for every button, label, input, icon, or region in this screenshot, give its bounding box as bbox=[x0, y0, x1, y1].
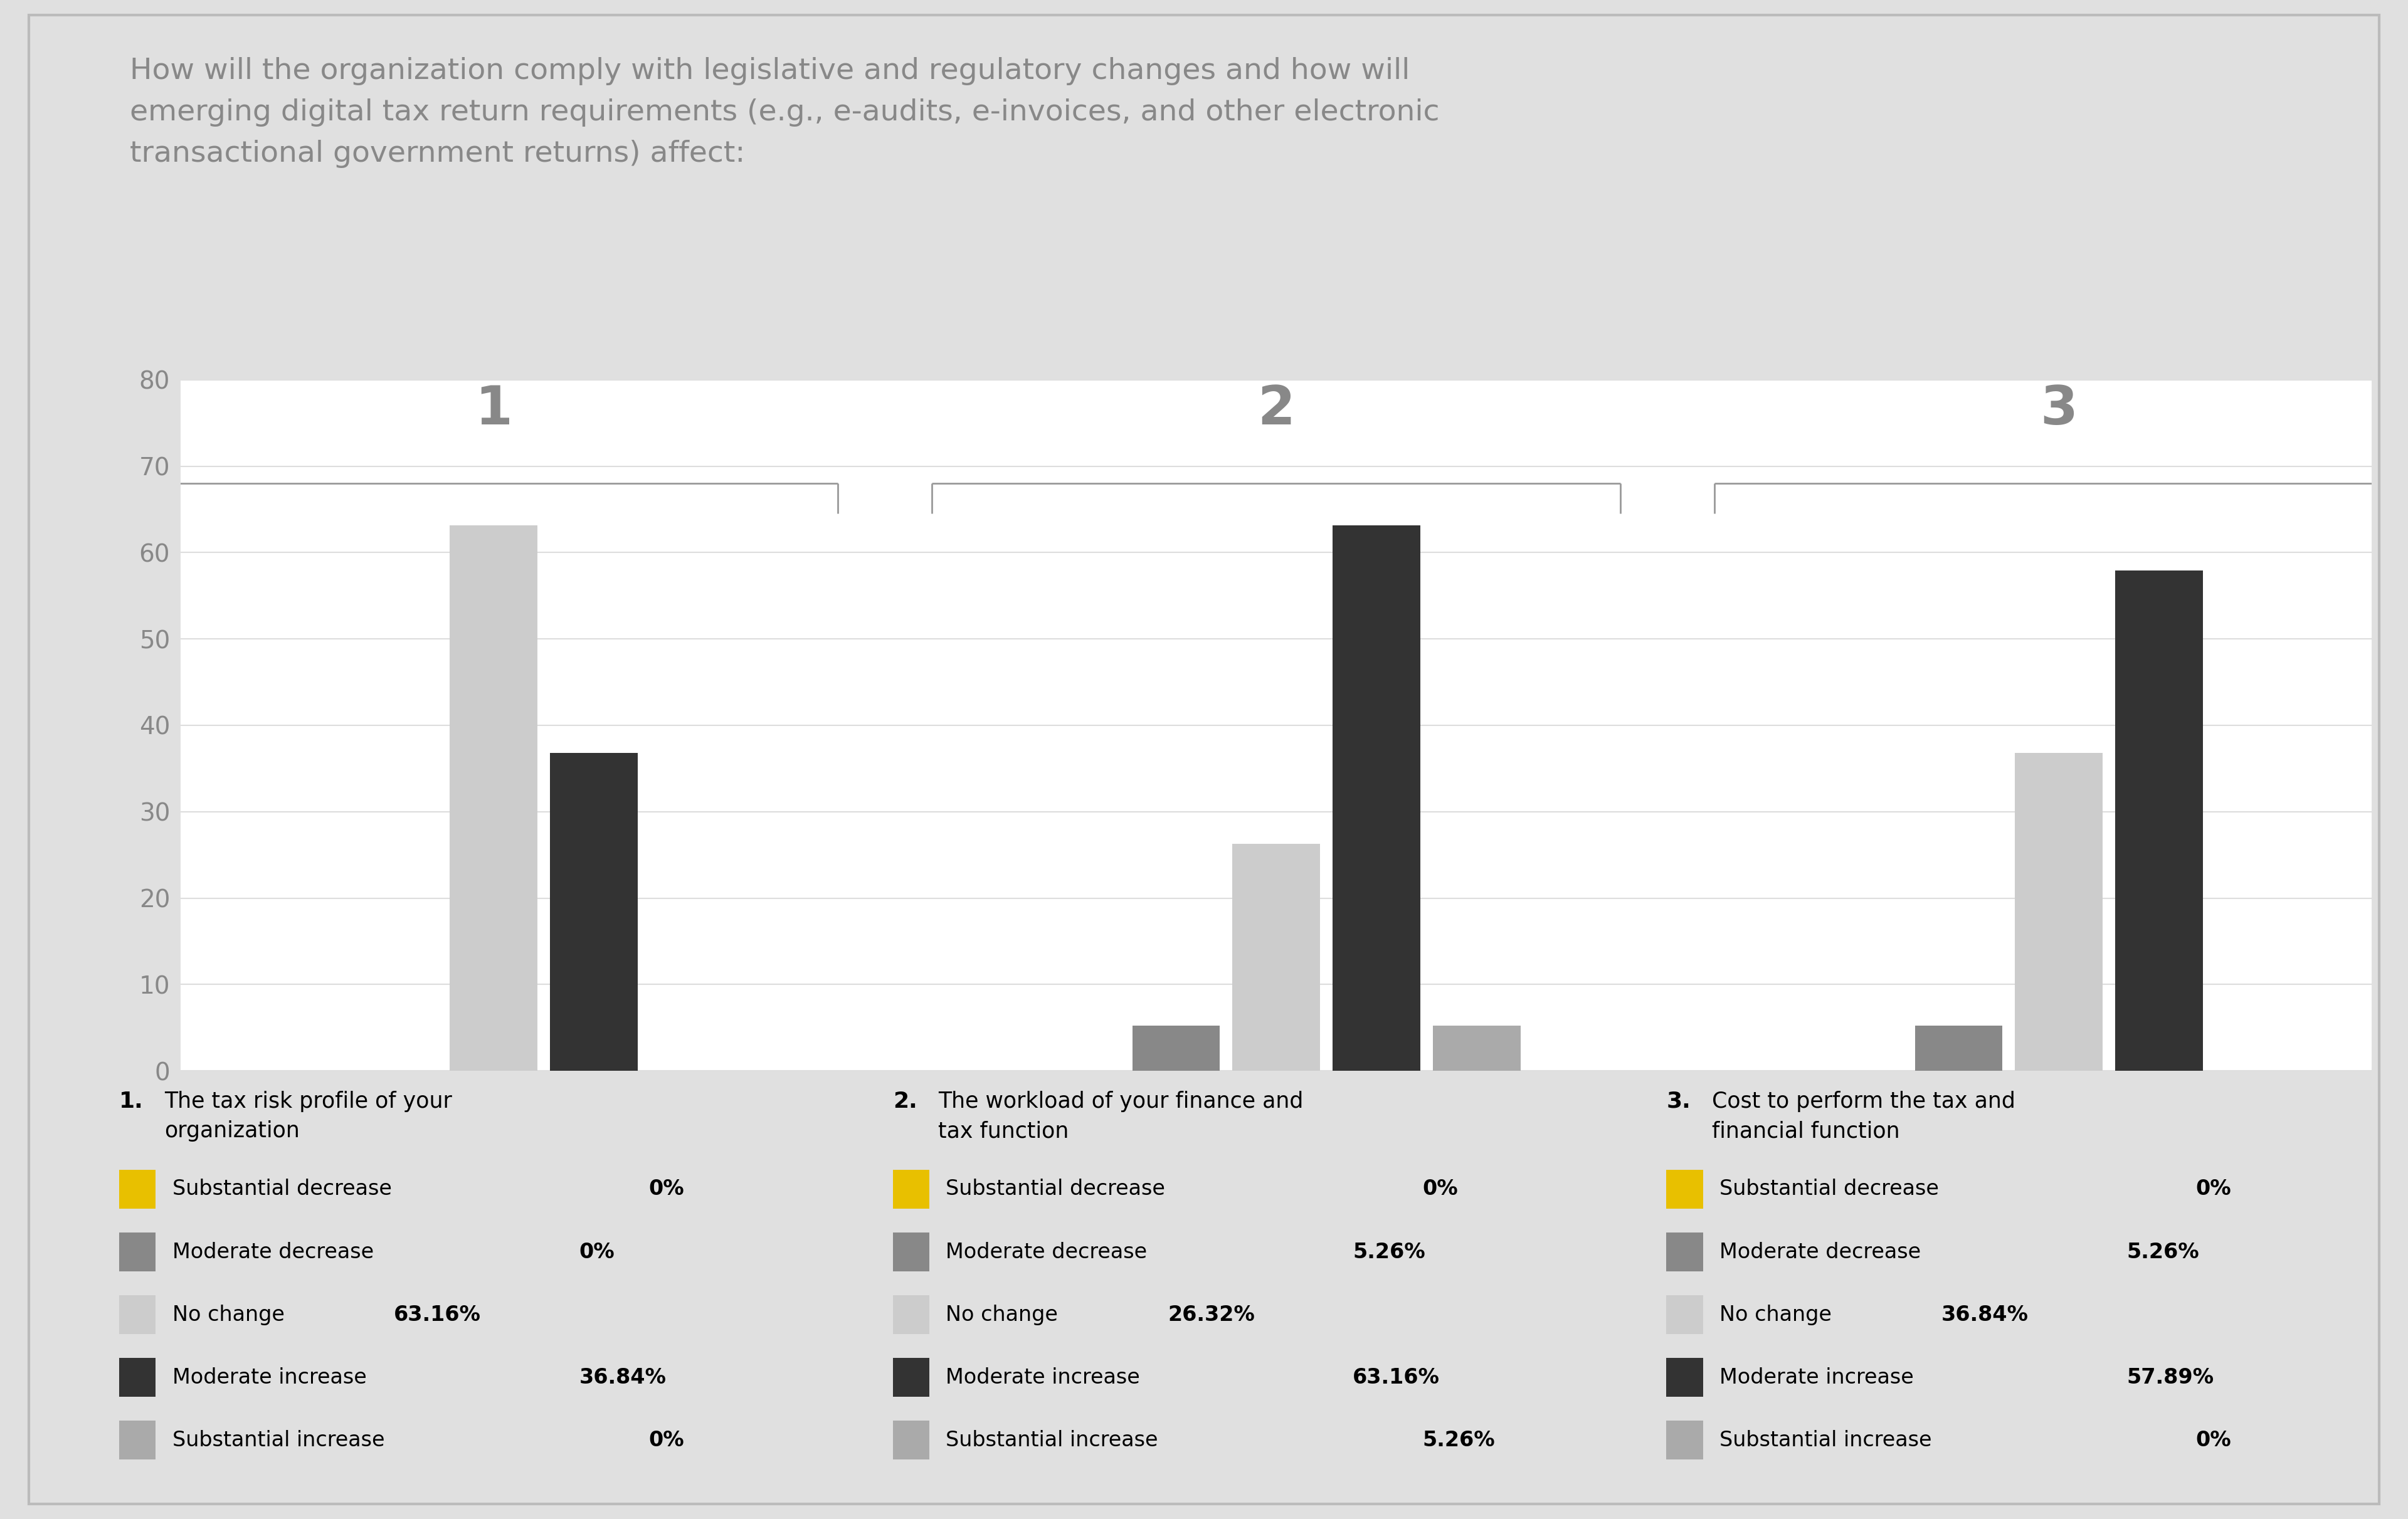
Text: 57.89%: 57.89% bbox=[2126, 1367, 2213, 1388]
Text: No change: No change bbox=[946, 1305, 1064, 1325]
Text: 2: 2 bbox=[1257, 384, 1296, 436]
Bar bbox=[118, 1296, 157, 1334]
Bar bbox=[893, 1420, 929, 1460]
Text: 5.26%: 5.26% bbox=[1353, 1241, 1426, 1262]
Bar bbox=[1233, 843, 1320, 1071]
Bar bbox=[893, 1170, 929, 1209]
Text: 0%: 0% bbox=[2196, 1429, 2232, 1451]
Bar bbox=[1666, 1420, 1702, 1460]
Text: Substantial decrease: Substantial decrease bbox=[1719, 1179, 1946, 1200]
Text: 0%: 0% bbox=[1423, 1179, 1457, 1200]
Bar bbox=[2114, 571, 2203, 1071]
Text: 5.26%: 5.26% bbox=[2126, 1241, 2199, 1262]
Bar bbox=[118, 1232, 157, 1271]
Bar bbox=[1666, 1170, 1702, 1209]
Text: 1.: 1. bbox=[118, 1091, 144, 1112]
Text: Moderate decrease: Moderate decrease bbox=[1719, 1241, 1926, 1262]
Bar bbox=[1666, 1296, 1702, 1334]
Text: 36.84%: 36.84% bbox=[1941, 1305, 2028, 1325]
Bar bbox=[118, 1358, 157, 1397]
Text: Substantial decrease: Substantial decrease bbox=[173, 1179, 397, 1200]
Text: 3.: 3. bbox=[1666, 1091, 1690, 1112]
Text: No change: No change bbox=[1719, 1305, 1837, 1325]
Text: Moderate decrease: Moderate decrease bbox=[173, 1241, 380, 1262]
Text: 63.16%: 63.16% bbox=[395, 1305, 482, 1325]
Text: How will the organization comply with legislative and regulatory changes and how: How will the organization comply with le… bbox=[130, 58, 1440, 169]
Bar bbox=[450, 526, 537, 1071]
Text: 0%: 0% bbox=[2196, 1179, 2232, 1200]
Text: Moderate increase: Moderate increase bbox=[1719, 1367, 1922, 1388]
Text: The tax risk profile of your
organization: The tax risk profile of your organizatio… bbox=[164, 1091, 453, 1142]
Text: 0%: 0% bbox=[648, 1429, 684, 1451]
Text: Moderate decrease: Moderate decrease bbox=[946, 1241, 1153, 1262]
Text: 26.32%: 26.32% bbox=[1168, 1305, 1255, 1325]
Text: Substantial increase: Substantial increase bbox=[173, 1429, 390, 1451]
Bar bbox=[893, 1232, 929, 1271]
Bar bbox=[1132, 1025, 1221, 1071]
Bar bbox=[893, 1358, 929, 1397]
Text: Substantial decrease: Substantial decrease bbox=[946, 1179, 1173, 1200]
Text: 0%: 0% bbox=[648, 1179, 684, 1200]
Bar bbox=[549, 752, 638, 1071]
Text: Moderate increase: Moderate increase bbox=[946, 1367, 1146, 1388]
Text: 2.: 2. bbox=[893, 1091, 917, 1112]
Bar bbox=[1666, 1358, 1702, 1397]
Text: Substantial increase: Substantial increase bbox=[1719, 1429, 1938, 1451]
Text: 1: 1 bbox=[474, 384, 513, 436]
Bar bbox=[1433, 1025, 1519, 1071]
Text: 36.84%: 36.84% bbox=[578, 1367, 667, 1388]
Text: 5.26%: 5.26% bbox=[1423, 1429, 1495, 1451]
Bar bbox=[1914, 1025, 2003, 1071]
Text: No change: No change bbox=[173, 1305, 291, 1325]
Bar bbox=[118, 1170, 157, 1209]
Text: 3: 3 bbox=[2040, 384, 2078, 436]
Text: 0%: 0% bbox=[578, 1241, 614, 1262]
Text: Cost to perform the tax and
financial function: Cost to perform the tax and financial fu… bbox=[1712, 1091, 2015, 1142]
Text: 63.16%: 63.16% bbox=[1353, 1367, 1440, 1388]
Bar bbox=[893, 1296, 929, 1334]
Bar bbox=[1332, 526, 1421, 1071]
Bar bbox=[118, 1420, 157, 1460]
Text: Substantial increase: Substantial increase bbox=[946, 1429, 1165, 1451]
Text: The workload of your finance and
tax function: The workload of your finance and tax fun… bbox=[939, 1091, 1303, 1142]
Bar bbox=[2015, 752, 2102, 1071]
Bar bbox=[1666, 1232, 1702, 1271]
Text: Moderate increase: Moderate increase bbox=[173, 1367, 373, 1388]
